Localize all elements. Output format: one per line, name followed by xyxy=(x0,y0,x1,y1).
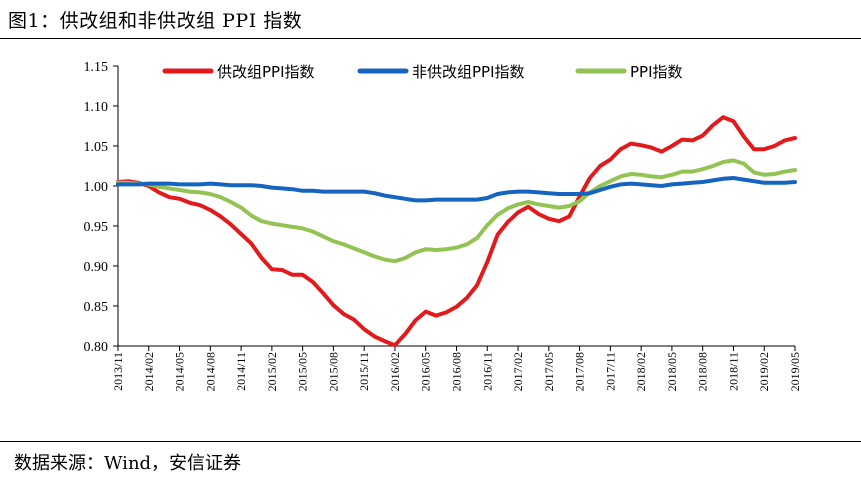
x-tick-label: 2015/08 xyxy=(326,352,340,391)
title-divider xyxy=(0,38,861,39)
chart-legend: 供改组PPI指数 非供改组PPI指数 PPI指数 xyxy=(162,63,683,81)
y-tick-label: 1.15 xyxy=(84,60,109,75)
series-line-2 xyxy=(116,158,797,264)
chart-series xyxy=(116,115,797,348)
data-source-label: 数据来源： xyxy=(14,453,104,474)
x-tick-label: 2015/11 xyxy=(357,352,371,391)
x-tick-label: 2015/02 xyxy=(265,352,279,391)
y-tick-label: 0.90 xyxy=(84,260,109,275)
x-tick-label: 2017/02 xyxy=(511,352,525,391)
x-tick-label: 2016/11 xyxy=(480,352,494,391)
y-tick-label: 1.10 xyxy=(84,100,109,115)
ppi-line-chart: 0.80 0.85 0.90 0.95 1.00 1.05 1.10 1.15 2013/11 2… xyxy=(84,60,803,391)
legend-label-2: PPI指数 xyxy=(630,63,683,81)
data-source: 数据来源：Wind，安信证券 xyxy=(14,449,241,475)
x-tick-label: 2018/02 xyxy=(634,352,648,391)
x-tick-label: 2014/05 xyxy=(173,352,187,391)
figure-title: 图1：供改组和非供改组 PPI 指数 xyxy=(8,10,303,32)
data-source-text: Wind，安信证券 xyxy=(104,453,242,474)
legend-label-1: 非供改组PPI指数 xyxy=(412,63,525,81)
x-tick-label: 2016/08 xyxy=(450,352,464,391)
x-tick-label: 2018/11 xyxy=(726,352,740,391)
x-tick-label: 2013/11 xyxy=(111,352,125,391)
x-tick-label: 2014/02 xyxy=(142,352,156,391)
series-line-1 xyxy=(116,176,797,203)
x-tick-label: 2017/11 xyxy=(603,352,617,391)
x-tick-label: 2019/05 xyxy=(788,352,802,391)
x-tick-label: 2019/02 xyxy=(757,352,771,391)
x-tick-label: 2015/05 xyxy=(296,352,310,391)
y-tick-label: 0.85 xyxy=(84,300,109,315)
x-tick-label: 2017/05 xyxy=(542,352,556,391)
y-tick-label: 1.00 xyxy=(84,180,109,195)
x-tick-label: 2017/08 xyxy=(573,352,587,391)
series-line-0 xyxy=(116,115,797,348)
x-tick-label: 2014/08 xyxy=(203,352,217,391)
chart-axes: 0.80 0.85 0.90 0.95 1.00 1.05 1.10 1.15 2013/11 2… xyxy=(84,60,803,391)
y-tick-label: 1.05 xyxy=(84,140,109,155)
legend-label-0: 供改组PPI指数 xyxy=(217,63,315,81)
x-tick-label: 2014/11 xyxy=(234,352,248,391)
y-tick-label: 0.80 xyxy=(84,340,109,355)
x-tick-label: 2018/05 xyxy=(665,352,679,391)
source-divider xyxy=(0,441,861,442)
x-tick-label: 2016/02 xyxy=(388,352,402,391)
y-tick-label: 0.95 xyxy=(84,220,109,235)
x-tick-label: 2018/08 xyxy=(696,352,710,391)
x-tick-label: 2016/05 xyxy=(419,352,433,391)
